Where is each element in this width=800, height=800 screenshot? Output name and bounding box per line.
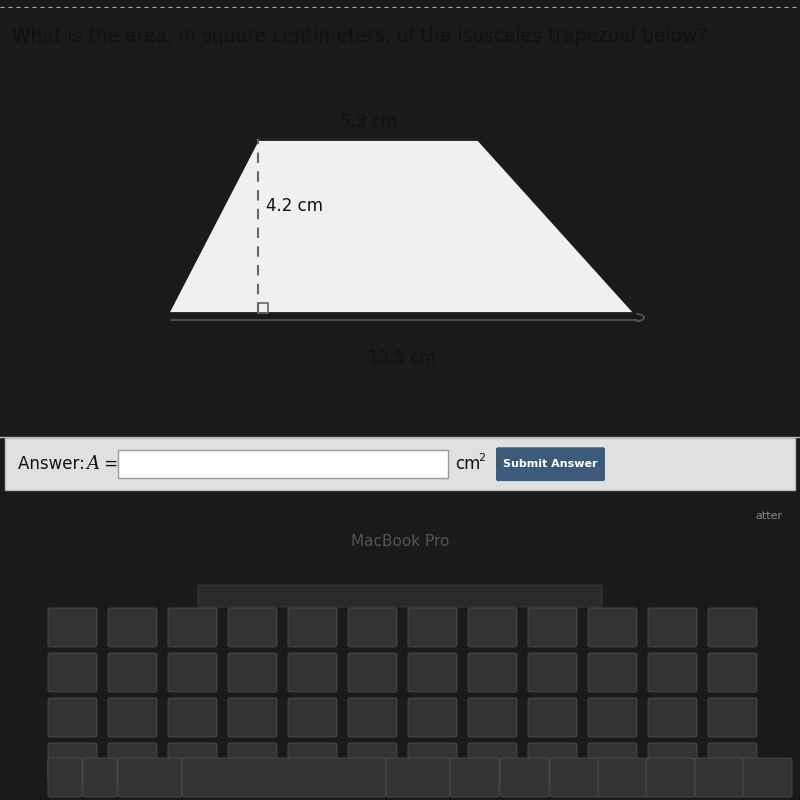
FancyBboxPatch shape: [228, 698, 277, 737]
FancyBboxPatch shape: [708, 608, 757, 647]
FancyBboxPatch shape: [48, 698, 97, 737]
FancyBboxPatch shape: [708, 743, 757, 782]
FancyBboxPatch shape: [528, 608, 577, 647]
FancyBboxPatch shape: [500, 758, 549, 797]
FancyBboxPatch shape: [598, 758, 647, 797]
FancyBboxPatch shape: [588, 653, 637, 692]
Text: cm: cm: [455, 455, 480, 473]
FancyBboxPatch shape: [288, 653, 337, 692]
FancyBboxPatch shape: [348, 653, 397, 692]
FancyBboxPatch shape: [695, 758, 744, 797]
FancyBboxPatch shape: [5, 438, 795, 490]
FancyBboxPatch shape: [708, 653, 757, 692]
FancyBboxPatch shape: [108, 608, 157, 647]
FancyBboxPatch shape: [108, 698, 157, 737]
FancyBboxPatch shape: [408, 698, 457, 737]
FancyBboxPatch shape: [118, 758, 182, 797]
FancyBboxPatch shape: [588, 608, 637, 647]
FancyBboxPatch shape: [108, 653, 157, 692]
FancyBboxPatch shape: [550, 758, 599, 797]
FancyBboxPatch shape: [468, 743, 517, 782]
FancyBboxPatch shape: [648, 608, 697, 647]
Text: 5.3 cm: 5.3 cm: [339, 114, 397, 131]
Text: What is the area, in square centimeters, of the isosceles trapezoid below?: What is the area, in square centimeters,…: [12, 27, 707, 46]
Text: A: A: [86, 455, 99, 473]
FancyBboxPatch shape: [528, 698, 577, 737]
FancyBboxPatch shape: [48, 653, 97, 692]
FancyBboxPatch shape: [648, 698, 697, 737]
FancyBboxPatch shape: [646, 758, 695, 797]
FancyBboxPatch shape: [408, 653, 457, 692]
FancyBboxPatch shape: [588, 743, 637, 782]
Text: 4.2 cm: 4.2 cm: [266, 198, 323, 215]
FancyBboxPatch shape: [182, 758, 386, 797]
FancyBboxPatch shape: [168, 608, 217, 647]
FancyBboxPatch shape: [48, 758, 82, 797]
FancyBboxPatch shape: [48, 743, 97, 782]
FancyBboxPatch shape: [198, 585, 602, 607]
FancyBboxPatch shape: [288, 698, 337, 737]
Text: 13.5 cm: 13.5 cm: [368, 349, 435, 367]
Text: 2: 2: [478, 454, 485, 463]
FancyBboxPatch shape: [450, 758, 499, 797]
FancyBboxPatch shape: [648, 653, 697, 692]
FancyBboxPatch shape: [648, 743, 697, 782]
FancyBboxPatch shape: [348, 743, 397, 782]
Text: =: =: [99, 455, 118, 473]
FancyBboxPatch shape: [468, 653, 517, 692]
FancyBboxPatch shape: [48, 608, 97, 647]
FancyBboxPatch shape: [528, 653, 577, 692]
FancyBboxPatch shape: [108, 743, 157, 782]
FancyBboxPatch shape: [228, 743, 277, 782]
FancyBboxPatch shape: [168, 743, 217, 782]
FancyBboxPatch shape: [118, 450, 448, 478]
FancyBboxPatch shape: [496, 447, 605, 481]
FancyBboxPatch shape: [386, 758, 450, 797]
FancyBboxPatch shape: [348, 608, 397, 647]
Text: Submit Answer: Submit Answer: [502, 459, 598, 469]
FancyBboxPatch shape: [288, 743, 337, 782]
FancyBboxPatch shape: [348, 698, 397, 737]
Text: Answer:: Answer:: [18, 455, 95, 473]
FancyBboxPatch shape: [408, 743, 457, 782]
FancyBboxPatch shape: [168, 698, 217, 737]
FancyBboxPatch shape: [468, 698, 517, 737]
FancyBboxPatch shape: [708, 698, 757, 737]
FancyBboxPatch shape: [228, 608, 277, 647]
FancyBboxPatch shape: [528, 743, 577, 782]
FancyBboxPatch shape: [408, 608, 457, 647]
FancyBboxPatch shape: [743, 758, 792, 797]
Polygon shape: [168, 139, 635, 313]
Text: atter: atter: [755, 511, 782, 521]
FancyBboxPatch shape: [228, 653, 277, 692]
FancyBboxPatch shape: [468, 608, 517, 647]
Text: MacBook Pro: MacBook Pro: [351, 534, 449, 549]
FancyBboxPatch shape: [168, 653, 217, 692]
FancyBboxPatch shape: [588, 698, 637, 737]
FancyBboxPatch shape: [288, 608, 337, 647]
FancyBboxPatch shape: [83, 758, 117, 797]
